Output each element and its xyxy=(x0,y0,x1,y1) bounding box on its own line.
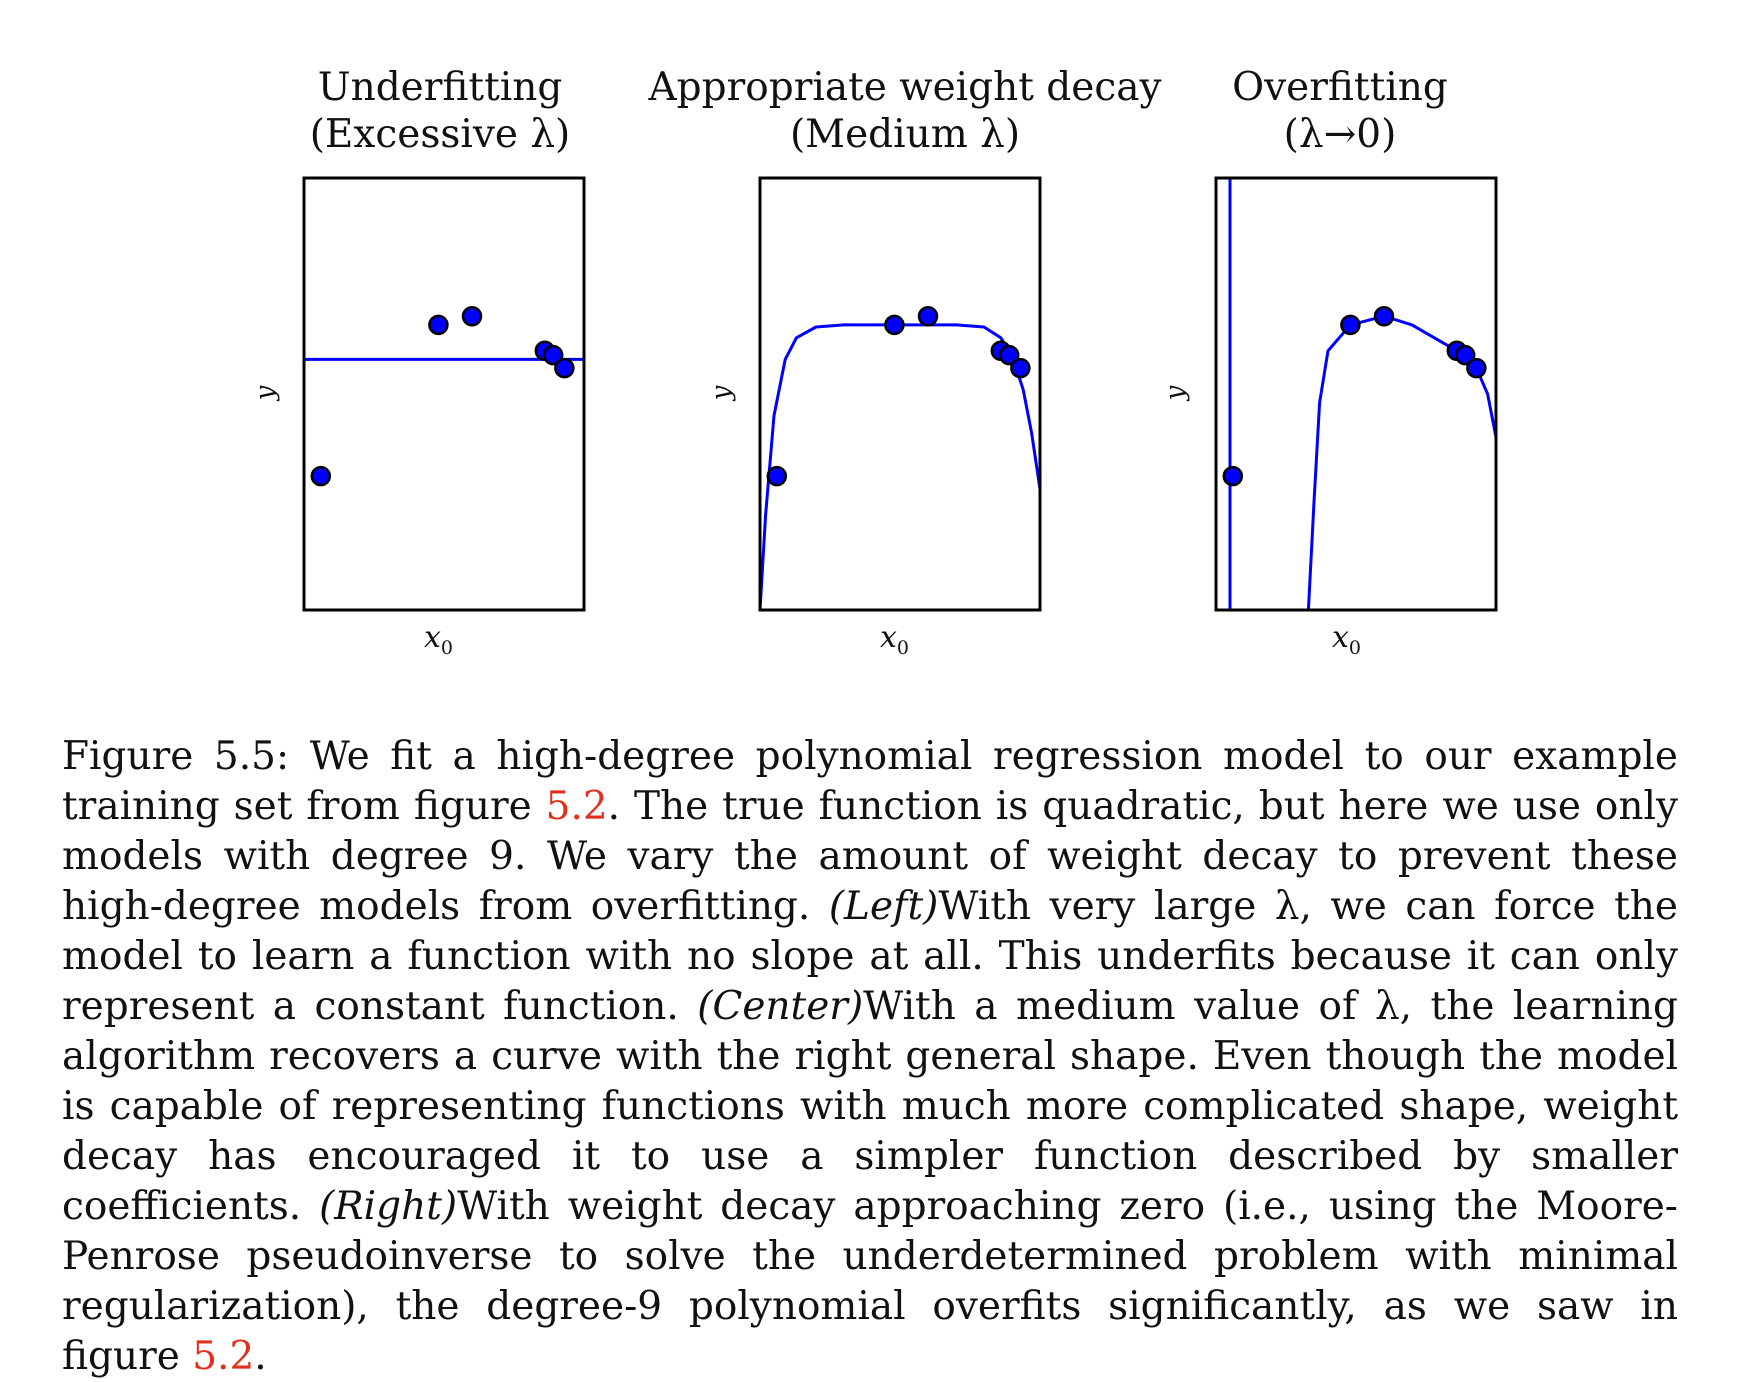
data-point-5 xyxy=(1466,357,1487,379)
caption-part3: With very large λ, we can force the mode… xyxy=(62,884,1679,1029)
plot-center-xlabel: x0 xyxy=(880,620,909,659)
data-point-4 xyxy=(1454,344,1476,366)
caption-left-tag: (Left) xyxy=(828,884,939,929)
panel-title-center-line1: Appropriate weight decay xyxy=(648,65,1162,110)
plot-center-svg xyxy=(758,176,1042,612)
plot-left-ylabel: y xyxy=(250,385,281,401)
plot-content xyxy=(1222,178,1496,610)
plot-content xyxy=(304,305,584,487)
caption-part5: With weight decay approaching zero (i.e.… xyxy=(62,1184,1678,1379)
panel-title-right: Overfitting (λ→0) xyxy=(1190,64,1490,158)
plot-right-xlabel: x0 xyxy=(1332,620,1361,659)
data-point-0 xyxy=(1222,465,1244,487)
plot-right-xlabel-main: x xyxy=(1332,620,1349,655)
panel-title-center: Appropriate weight decay (Medium λ) xyxy=(640,64,1170,158)
data-point-4 xyxy=(998,344,1020,366)
data-point-4 xyxy=(542,344,564,366)
plot-center-xlabel-main: x xyxy=(880,620,897,655)
figure-caption: Figure 5.5: We fit a high-degree polynom… xyxy=(62,732,1678,1382)
plot-left-xlabel: x0 xyxy=(424,620,453,659)
data-point-2 xyxy=(1373,305,1395,327)
caption-ref-link-1[interactable]: 5.2 xyxy=(545,784,608,829)
data-point-0 xyxy=(766,465,788,487)
panel-title-center-line2: (Medium λ) xyxy=(789,112,1021,157)
caption-label: Figure 5.5: xyxy=(62,734,290,779)
caption-part6: . xyxy=(254,1334,267,1379)
caption-ref-link-2[interactable]: 5.2 xyxy=(192,1334,255,1379)
plot-frame xyxy=(302,176,586,612)
plot-left-svg xyxy=(302,176,586,612)
caption-part4: With a medium value of λ, the learning a… xyxy=(62,984,1678,1229)
panel-title-right-line2: (λ→0) xyxy=(1283,112,1397,157)
panel-title-left-line1: Underfitting xyxy=(317,65,563,110)
plot-right-ylabel: y xyxy=(1160,385,1191,401)
plot-left-xlabel-main: x xyxy=(424,620,441,655)
data-point-1 xyxy=(884,314,905,336)
data-point-2 xyxy=(917,305,939,327)
plot-center xyxy=(758,176,1042,612)
plot-center-xlabel-sub: 0 xyxy=(896,637,910,659)
plot-frame xyxy=(1214,176,1498,612)
data-point-5 xyxy=(1010,357,1031,379)
data-point-2 xyxy=(461,305,483,327)
plot-right-xlabel-sub: 0 xyxy=(1348,637,1362,659)
data-point-1 xyxy=(1340,314,1361,336)
panel-title-left-line2: (Excessive λ) xyxy=(309,112,571,157)
plot-center-ylabel: y xyxy=(706,385,737,401)
panel-title-left: Underfitting (Excessive λ) xyxy=(290,64,590,158)
plot-right xyxy=(1214,176,1498,612)
plot-content xyxy=(760,305,1040,610)
plot-frame xyxy=(758,176,1042,612)
fit-curve-0 xyxy=(760,323,1040,610)
plot-left-xlabel-sub: 0 xyxy=(440,637,454,659)
caption-part2: . The true function is quadratic, but he… xyxy=(62,784,1678,929)
panel-title-right-line1: Overfitting xyxy=(1232,65,1448,110)
caption-center-tag: (Center) xyxy=(697,984,864,1029)
plot-left xyxy=(302,176,586,612)
caption-part1: We fit a high-degree polynomial regressi… xyxy=(62,734,1678,829)
data-point-1 xyxy=(428,314,449,336)
caption-paragraph: Figure 5.5: We fit a high-degree polynom… xyxy=(62,732,1678,1382)
data-point-5 xyxy=(554,357,575,379)
plot-right-svg xyxy=(1214,176,1498,612)
data-point-0 xyxy=(310,465,332,487)
caption-right-tag: (Right) xyxy=(319,1184,458,1229)
